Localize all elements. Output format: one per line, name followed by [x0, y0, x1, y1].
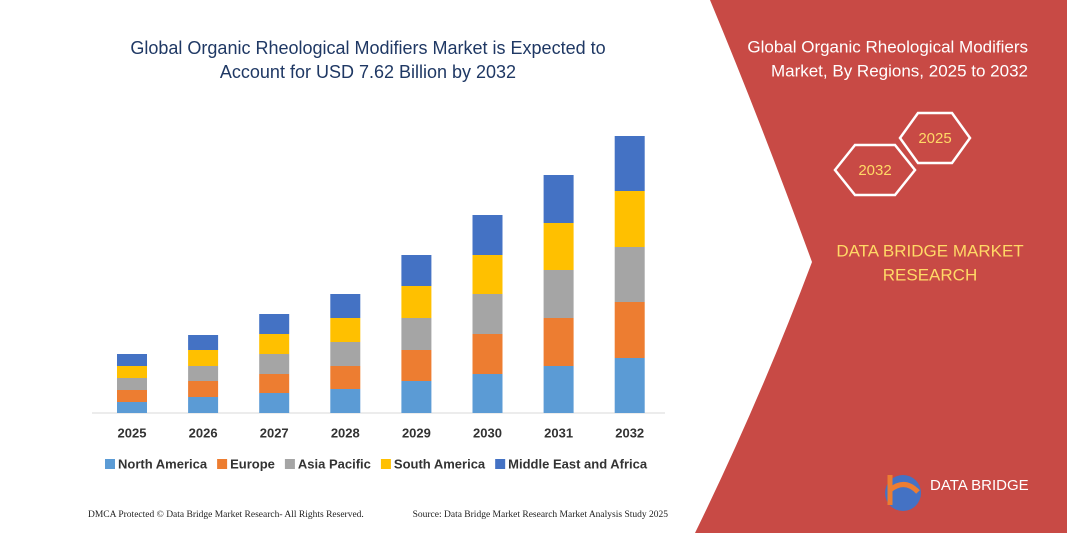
bar-segment [330, 342, 361, 366]
bar-segment [188, 366, 219, 381]
bar-segment [330, 366, 361, 389]
x-tick-label: 2026 [189, 425, 218, 440]
bar-segment [472, 334, 503, 374]
badge-label: 2025 [918, 130, 951, 147]
bar-segment [330, 318, 361, 342]
bar-segment [543, 175, 574, 223]
bar-segment [117, 378, 147, 390]
bar-segment [543, 366, 574, 413]
bar-segment [259, 374, 290, 393]
bar-segment [401, 350, 432, 381]
bar-segment [614, 247, 645, 302]
bar-segment [259, 334, 290, 354]
bar-segment [472, 255, 503, 294]
bar-segment [472, 215, 503, 255]
legend-swatch [105, 459, 115, 469]
bar-segment [401, 381, 432, 413]
bar-segment [543, 223, 574, 270]
bar-segment [614, 302, 645, 358]
bar-segment [543, 318, 574, 366]
legend-label: Middle East and Africa [508, 456, 648, 471]
bar-segment [117, 366, 147, 378]
legend-swatch [380, 459, 391, 469]
title: Global Organic Rheological Modifiers Mar… [130, 38, 605, 58]
bar-segment [117, 354, 147, 366]
x-tick-label: 2025 [118, 425, 147, 440]
x-tick-label: 2032 [615, 425, 644, 440]
legend-swatch [217, 459, 228, 469]
badge-hex [898, 111, 972, 165]
brand: RESEARCH [883, 265, 977, 284]
bar-segment [259, 393, 290, 413]
x-tick-label: 2027 [260, 425, 289, 440]
footer: DMCA Protected © Data Bridge Market Rese… [88, 509, 364, 520]
bar-segment [188, 381, 219, 397]
side-panel [695, 0, 1067, 533]
title: Account for USD 7.62 Billion by 2032 [220, 62, 516, 82]
bar-segment [259, 354, 290, 374]
bar-segment [188, 397, 219, 413]
badge-hex [833, 143, 917, 197]
x-tick-label: 2030 [473, 425, 502, 440]
bar-segment [188, 350, 219, 366]
bar-segment [188, 335, 219, 350]
bar-segment [330, 294, 361, 318]
legend-label: Europe [230, 456, 275, 471]
bar-segment [330, 389, 361, 413]
bar-segment [472, 294, 503, 334]
x-tick-label: 2029 [402, 425, 431, 440]
bar-segment [401, 318, 432, 350]
legend-label: Asia Pacific [298, 456, 371, 471]
bar-segment [614, 191, 645, 247]
bar-segment [259, 314, 290, 334]
x-tick-label: 2028 [331, 425, 360, 440]
bar-segment [401, 286, 432, 318]
legend-label: North America [118, 456, 208, 471]
bar-segment [472, 374, 503, 413]
legend-swatch [495, 459, 506, 469]
bar-segment [117, 390, 147, 402]
bar-segment [614, 136, 645, 191]
brand: DATA BRIDGE MARKET [836, 241, 1023, 260]
bar-segment [614, 358, 645, 413]
side-title: Global Organic Rheological Modifiers [747, 37, 1028, 56]
logo-mark [885, 475, 921, 511]
x-tick-label: 2031 [544, 425, 573, 440]
logo-text: DATA BRIDGE [930, 477, 1029, 494]
bar-segment [401, 255, 432, 286]
bar-segment [543, 270, 574, 318]
logo-mark [887, 475, 920, 505]
bar-segment [117, 402, 147, 413]
legend-label: South America [394, 456, 486, 471]
legend-swatch [284, 459, 295, 469]
footer: Source: Data Bridge Market Research Mark… [413, 510, 669, 520]
side-title: Market, By Regions, 2025 to 2032 [771, 61, 1028, 80]
badge-label: 2032 [858, 162, 891, 179]
